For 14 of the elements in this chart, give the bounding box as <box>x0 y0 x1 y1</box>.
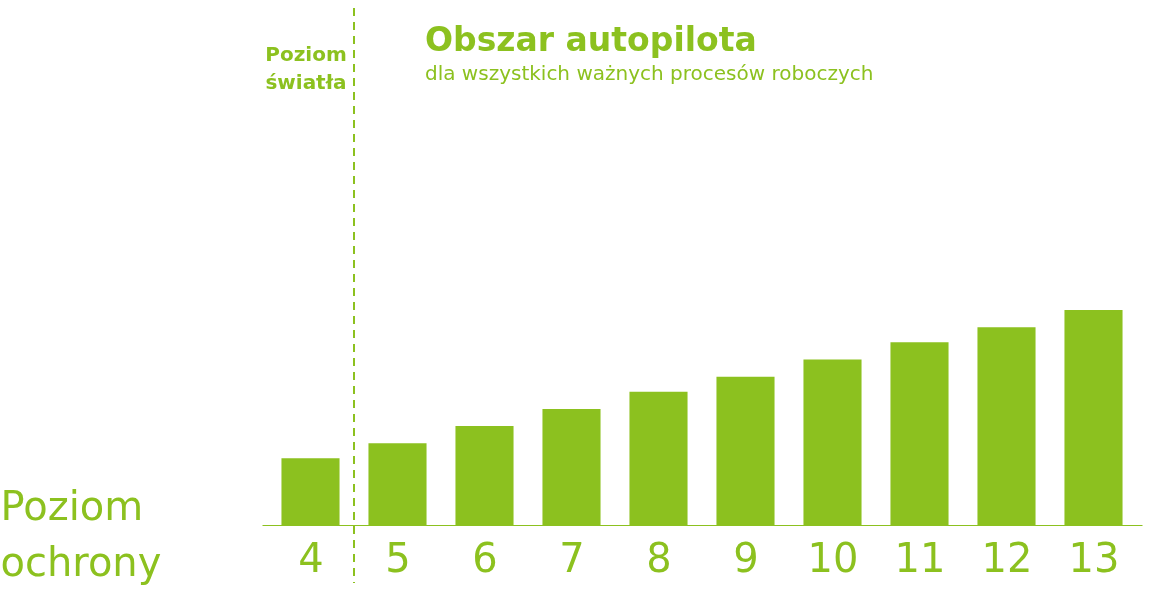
x-tick-label: 8 <box>646 534 672 581</box>
x-tick-label: 11 <box>894 534 946 581</box>
x-tick-label: 7 <box>559 534 585 581</box>
x-tick-label: 13 <box>1068 534 1120 581</box>
x-tick-label: 5 <box>385 534 411 581</box>
x-tick-label: 10 <box>807 534 859 581</box>
chart-title: Obszar autopilota <box>425 20 757 59</box>
x-axis-title: Poziom ochrony <box>0 482 162 585</box>
x-tick-label: 4 <box>298 534 324 581</box>
text: Poziom światła <box>265 42 347 94</box>
x-tick-label: 12 <box>981 534 1033 581</box>
x-tick-label: 9 <box>733 534 759 581</box>
x-tick-label: 6 <box>472 534 498 581</box>
chart-subtitle: dla wszystkich ważnych procesów roboczych <box>425 61 874 85</box>
